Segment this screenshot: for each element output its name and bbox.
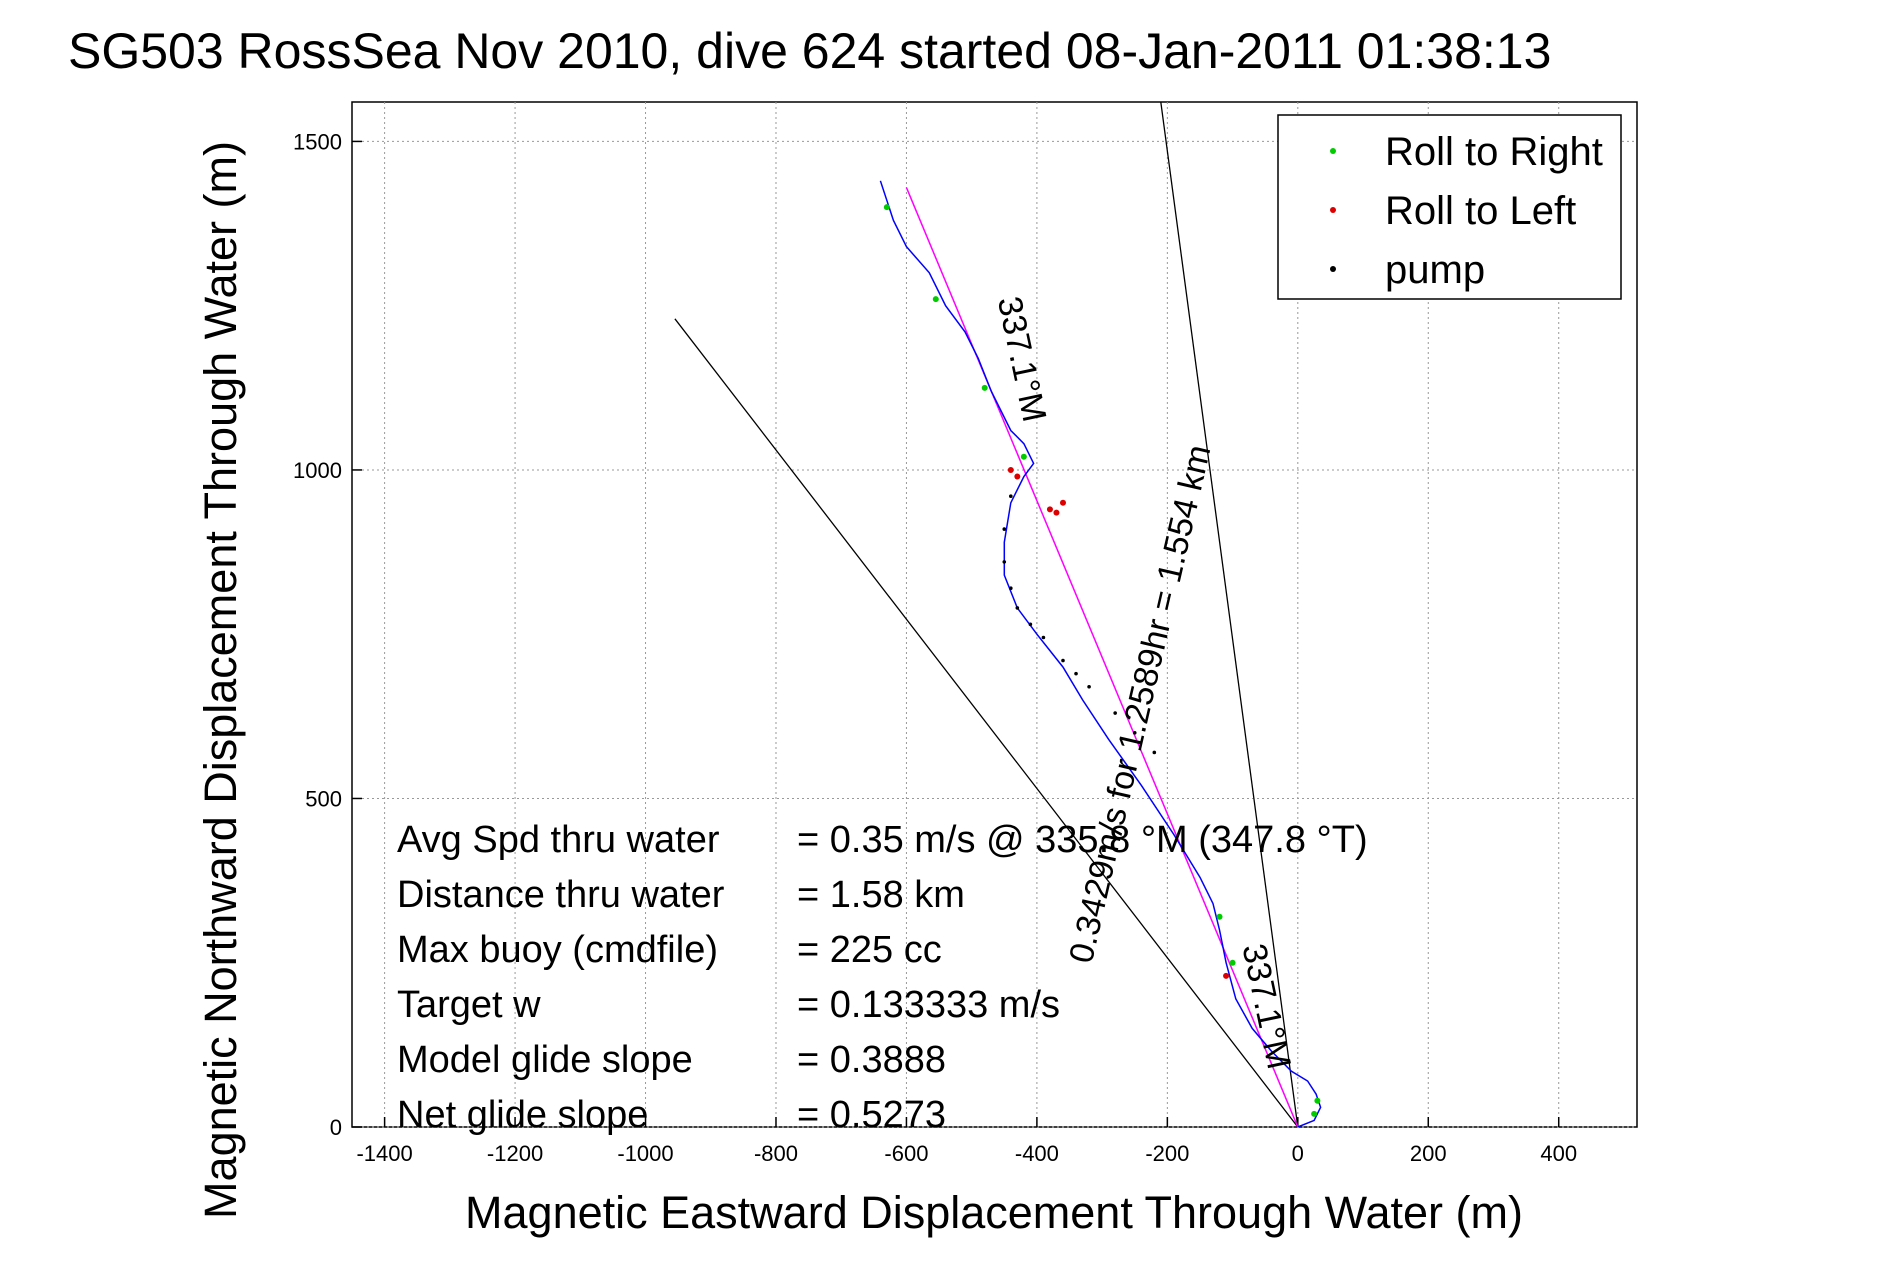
roll-left-point bbox=[1059, 499, 1066, 506]
plot-content bbox=[674, 102, 1322, 1127]
stat-label: Max buoy (cmdfile) bbox=[397, 929, 718, 971]
stat-label: Avg Spd thru water bbox=[397, 819, 720, 861]
pump-point bbox=[1002, 527, 1007, 531]
chart-title: SG503 RossSea Nov 2010, dive 624 started… bbox=[68, 23, 1551, 79]
y-axis-ticks: 0 500 1000 1500 bbox=[293, 129, 362, 1140]
roll-right-point bbox=[883, 204, 890, 211]
reference-line bbox=[1160, 102, 1299, 1127]
stat-value: = 0.3888 bbox=[797, 1039, 946, 1081]
x-tick-label: -800 bbox=[754, 1141, 798, 1166]
roll-right-point bbox=[1229, 959, 1236, 966]
stats-block: Avg Spd thru water = 0.35 m/s @ 335.8 °M … bbox=[397, 819, 1368, 1136]
legend-marker bbox=[1330, 266, 1336, 272]
roll-left-point bbox=[1007, 466, 1014, 473]
roll-right-point bbox=[1216, 913, 1223, 920]
roll-right-point bbox=[1311, 1110, 1318, 1117]
pump-point bbox=[1002, 560, 1007, 564]
stat-value: = 1.58 km bbox=[797, 874, 965, 916]
x-tick-label: -1200 bbox=[487, 1141, 543, 1166]
stat-value: = 0.35 m/s @ 335.8 °M (347.8 °T) bbox=[797, 819, 1368, 861]
x-tick-label: 400 bbox=[1540, 1141, 1577, 1166]
x-tick-label: -400 bbox=[1015, 1141, 1059, 1166]
stat-label: Distance thru water bbox=[397, 874, 725, 916]
pump-point bbox=[1009, 586, 1013, 591]
pump-point bbox=[1074, 671, 1078, 676]
legend-marker bbox=[1330, 148, 1336, 154]
legend-label: Roll to Left bbox=[1385, 189, 1576, 233]
roll-left-point bbox=[1046, 506, 1053, 513]
x-tick-label: -200 bbox=[1145, 1141, 1189, 1166]
roll-right-point bbox=[932, 296, 939, 303]
x-axis-ticks: -1400 -1200 -1000 -800 -600 -400 -200 0 200 400 bbox=[356, 1117, 1577, 1166]
stat-label: Net glide slope bbox=[397, 1094, 648, 1136]
x-tick-label: -1000 bbox=[617, 1141, 673, 1166]
roll-right-point bbox=[981, 384, 988, 391]
x-axis-label: Magnetic Eastward Displacement Through W… bbox=[465, 1187, 1523, 1238]
stat-value: = 0.5273 bbox=[797, 1094, 946, 1136]
y-tick-label: 1500 bbox=[293, 129, 342, 154]
legend: Roll to Right Roll to Left pump bbox=[1277, 114, 1622, 300]
legend-label: Roll to Right bbox=[1385, 130, 1603, 174]
x-tick-label: -1400 bbox=[356, 1141, 412, 1166]
stat-label: Model glide slope bbox=[397, 1039, 693, 1081]
roll-left-point bbox=[1014, 473, 1021, 480]
y-tick-label: 1000 bbox=[293, 458, 342, 483]
legend-marker bbox=[1330, 207, 1336, 213]
stat-label: Target w bbox=[397, 984, 541, 1026]
roll-right-point bbox=[1314, 1097, 1321, 1104]
pump-point bbox=[1061, 658, 1065, 663]
x-tick-label: 200 bbox=[1410, 1141, 1447, 1166]
x-tick-label: -600 bbox=[884, 1141, 928, 1166]
y-axis-label: Magnetic Northward Displacement Through … bbox=[195, 141, 246, 1219]
pump-point bbox=[1113, 711, 1117, 715]
y-tick-label: 0 bbox=[330, 1115, 342, 1140]
pump-point bbox=[1009, 494, 1013, 499]
reference-line bbox=[674, 318, 1299, 1127]
pump-point bbox=[1028, 622, 1033, 627]
pump-point bbox=[1132, 730, 1137, 735]
stat-value: = 225 cc bbox=[797, 929, 942, 971]
stat-value: = 0.133333 m/s bbox=[797, 984, 1060, 1026]
roll-right-point bbox=[1020, 453, 1027, 460]
y-tick-label: 500 bbox=[305, 786, 342, 811]
x-tick-label: 0 bbox=[1292, 1141, 1304, 1166]
roll-left-point bbox=[1053, 509, 1060, 516]
track-line bbox=[879, 180, 1322, 1127]
legend-label: pump bbox=[1385, 248, 1485, 292]
pump-point bbox=[1041, 635, 1046, 640]
pump-point bbox=[1087, 684, 1091, 689]
roll-left-point bbox=[1223, 972, 1230, 979]
pump-point bbox=[1152, 750, 1157, 755]
pump-point bbox=[1015, 606, 1020, 610]
